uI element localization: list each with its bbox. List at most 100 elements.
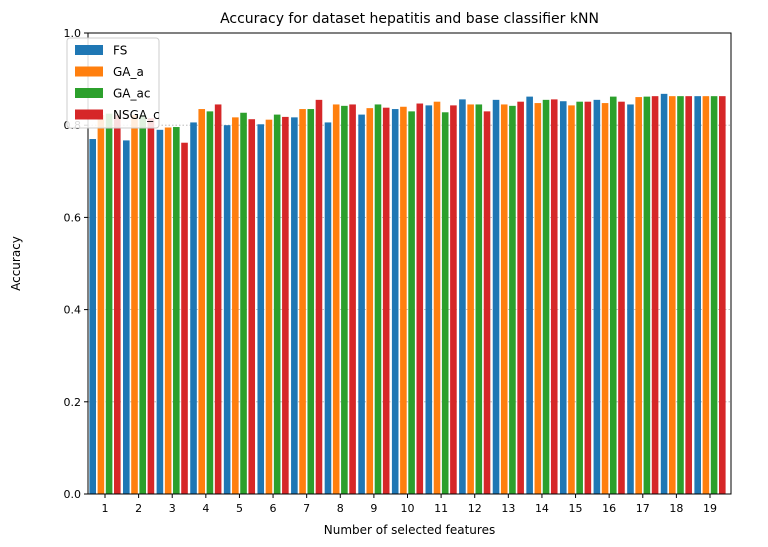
bar-fs <box>492 99 500 494</box>
bar-ga-ac <box>710 96 718 494</box>
bar-ga-a <box>265 119 273 495</box>
bar-fs <box>358 114 365 494</box>
bar-ga-a <box>400 106 407 494</box>
bar-ga-a <box>164 127 172 494</box>
bar-nsga-c <box>685 96 692 494</box>
bar-ga-ac <box>542 99 550 494</box>
bar-nsga-c <box>248 119 256 495</box>
bar-ga-ac <box>139 115 147 494</box>
x-tick-label: 7 <box>303 502 310 515</box>
bar-fs <box>559 101 567 494</box>
bar-nsga-c <box>282 116 289 495</box>
bar-ga-a <box>366 108 374 494</box>
bar-nsga-c <box>181 142 188 494</box>
bar-ga-ac <box>509 105 516 494</box>
x-tick-label: 16 <box>602 502 616 515</box>
bar-nsga-c <box>651 96 659 494</box>
legend: FS GA_a GA_ac NSGA_c <box>66 37 160 129</box>
x-tick-label: 10 <box>401 502 415 515</box>
legend-swatch <box>75 45 103 55</box>
bar-ga-ac <box>240 112 247 494</box>
bar-fs <box>459 99 466 494</box>
bar-ga-a <box>601 103 609 494</box>
bar-ga-a <box>198 109 206 494</box>
bar-nsga-c <box>618 101 625 494</box>
x-tick-label: 15 <box>569 502 583 515</box>
bar-nsga-c <box>214 104 222 494</box>
bar-fs <box>89 139 96 494</box>
bar-fs <box>391 109 399 494</box>
y-tick-label: 0.2 <box>64 396 82 409</box>
legend-swatch <box>75 109 103 120</box>
bar-ga-ac <box>105 113 113 495</box>
legend-box <box>66 37 160 129</box>
legend-swatch <box>75 88 103 98</box>
x-tick-label: 3 <box>169 502 176 515</box>
bar-ga-a <box>668 96 676 494</box>
bar-fs <box>660 93 668 494</box>
bar-ga-a <box>131 115 138 494</box>
bar-ga-a <box>332 104 340 494</box>
bar-nsga-c <box>114 115 121 494</box>
y-tick-label: 0.4 <box>64 304 82 317</box>
plot-frame <box>87 32 732 495</box>
bar-ga-ac <box>307 109 315 494</box>
bar-ga-a <box>500 104 508 494</box>
x-tick-label: 18 <box>669 502 683 515</box>
bar-ga-ac <box>441 112 449 494</box>
bar-fs <box>694 96 701 494</box>
bar-nsga-c <box>584 101 592 494</box>
x-tick-label: 4 <box>202 502 209 515</box>
x-axis: 1 2 3 4 5 6 7 8 9 10 11 12 13 14 15 16 17 18 19 <box>102 494 717 515</box>
bar-fs <box>223 125 231 494</box>
bar-fs <box>257 124 265 494</box>
x-tick-label: 12 <box>468 502 482 515</box>
bar-ga-ac <box>643 96 651 495</box>
bar-fs <box>123 140 130 494</box>
x-tick-label: 17 <box>636 502 650 515</box>
bar-fs <box>627 104 634 494</box>
legend-label: GA_a <box>113 65 144 79</box>
legend-label: NSGA_c <box>113 108 160 122</box>
bar-ga-a <box>467 104 474 494</box>
bar-ga-ac <box>576 101 583 494</box>
chart-title: Accuracy for dataset hepatitis and base … <box>220 11 599 27</box>
bars <box>89 93 726 495</box>
bar-fs <box>190 122 197 495</box>
bar-ga-ac <box>408 111 415 495</box>
x-tick-label: 11 <box>434 502 448 515</box>
bar-ga-a <box>299 109 306 494</box>
bar-ga-a <box>635 97 642 494</box>
bar-ga-a <box>568 105 575 494</box>
bar-fs <box>291 117 298 495</box>
bar-nsga-c <box>550 99 558 494</box>
bar-ga-a <box>97 115 105 494</box>
bar-ga-a <box>433 101 441 494</box>
y-axis: 0.00.20.40.60.81.0 <box>64 27 88 501</box>
y-axis-label: Accuracy <box>9 236 23 291</box>
bar-nsga-c <box>517 101 524 494</box>
x-tick-label: 2 <box>135 502 142 515</box>
bar-ga-ac <box>677 96 684 494</box>
x-axis-label: Number of selected features <box>324 523 495 537</box>
x-tick-label: 6 <box>270 502 277 515</box>
bar-ga-ac <box>475 104 483 494</box>
bar-nsga-c <box>315 99 323 494</box>
bar-fs <box>324 122 332 495</box>
bar-ga-a <box>232 117 239 495</box>
bar-ga-a <box>534 103 542 494</box>
x-tick-label: 9 <box>370 502 377 515</box>
x-tick-label: 14 <box>535 502 549 515</box>
legend-swatch <box>75 66 103 77</box>
bar-ga-ac <box>206 111 214 495</box>
bar-ga-a <box>702 96 710 494</box>
y-tick-label: 1.0 <box>64 27 82 40</box>
bar-nsga-c <box>719 96 726 494</box>
legend-label: FS <box>113 44 127 58</box>
bar-ga-ac <box>341 105 348 494</box>
legend-label: GA_ac <box>113 87 150 101</box>
x-tick-label: 8 <box>337 502 344 515</box>
bar-fs <box>156 129 164 494</box>
bar-ga-ac <box>609 96 617 495</box>
